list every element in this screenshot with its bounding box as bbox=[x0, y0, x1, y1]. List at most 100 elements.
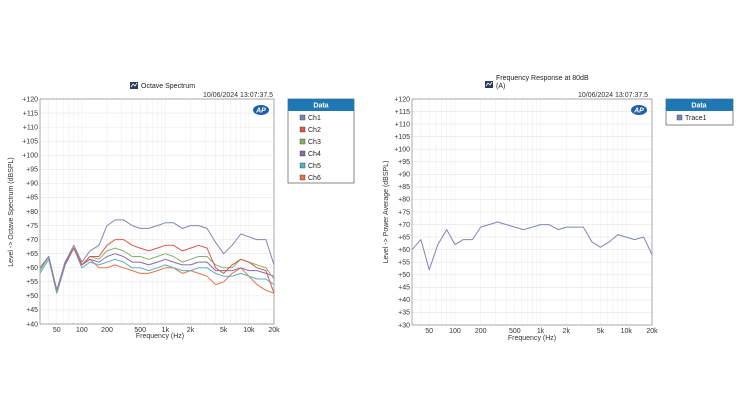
y-tick-label: +65 bbox=[26, 251, 38, 258]
legend-swatch bbox=[676, 114, 683, 121]
ap-logo-icon bbox=[253, 105, 269, 115]
right-plot-frame bbox=[411, 98, 653, 326]
left-y-axis-label: Level -> Octave Spectrum (dBSPL) bbox=[8, 157, 15, 267]
legend-item-ch3[interactable]: Ch3 bbox=[308, 139, 321, 146]
x-tick-label: 100 bbox=[449, 328, 461, 335]
x-tick-label: 50 bbox=[425, 328, 433, 335]
y-tick-label: +40 bbox=[398, 297, 410, 304]
ap-logo-text: AP bbox=[633, 108, 644, 115]
y-tick-label: +65 bbox=[398, 234, 410, 241]
legend-swatch bbox=[299, 126, 306, 133]
legend-item-ch5[interactable]: Ch5 bbox=[308, 163, 321, 170]
left-x-ticks: 50 100 200 500 1k 2k 5k 10k 20k bbox=[53, 327, 280, 334]
y-tick-label: +120 bbox=[394, 96, 410, 103]
legend-frame bbox=[287, 98, 355, 184]
legend-item-trace1[interactable]: Trace1 bbox=[685, 115, 707, 122]
left-grid bbox=[40, 98, 275, 325]
legend-header-bg bbox=[666, 99, 733, 111]
legend-item-ch1[interactable]: Ch1 bbox=[308, 115, 321, 122]
right-x-axis-label: Frequency (Hz) bbox=[508, 335, 556, 342]
left-panel: Octave Spectrum 10/06/2024 13:07:37.5 +1… bbox=[8, 82, 355, 340]
y-tick-label: +90 bbox=[398, 172, 410, 179]
y-tick-label: +115 bbox=[23, 110, 38, 117]
legend-swatch bbox=[299, 174, 306, 181]
y-tick-label: +55 bbox=[398, 260, 410, 267]
x-tick-label: 5k bbox=[220, 327, 228, 334]
right-series-lines bbox=[411, 221, 653, 271]
x-tick-label: 1k bbox=[162, 327, 170, 334]
legend-header: Data bbox=[313, 103, 328, 110]
y-tick-label: +115 bbox=[395, 109, 410, 116]
chart-icon-glyph bbox=[485, 81, 493, 87]
left-title-icon bbox=[130, 82, 138, 89]
y-tick-label: +35 bbox=[398, 310, 410, 317]
y-tick-label: +120 bbox=[22, 96, 38, 103]
legend-item-ch6[interactable]: Ch6 bbox=[308, 175, 321, 182]
left-series-lines bbox=[39, 219, 275, 294]
legend-swatch bbox=[299, 138, 306, 145]
left-x-axis-label: Frequency (Hz) bbox=[136, 333, 184, 340]
legend-items: Trace1 bbox=[676, 114, 707, 122]
y-tick-label: +105 bbox=[394, 134, 410, 141]
right-chart-title: Frequency Response at 80dB bbox=[496, 75, 589, 82]
left-y-ticks: +120 +115 +110 +105 +100 +95 +90 +85 +80 +75 +70 +6… bbox=[22, 96, 38, 328]
y-tick-label: +60 bbox=[398, 247, 410, 254]
left-plot-frame bbox=[39, 98, 275, 325]
x-tick-label: 200 bbox=[101, 327, 113, 334]
x-tick-label: 20k bbox=[268, 327, 280, 334]
ap-logo-text: AP bbox=[255, 108, 266, 115]
y-tick-label: +105 bbox=[22, 138, 38, 145]
left-ap-logo: AP bbox=[253, 105, 269, 115]
x-tick-label: 50 bbox=[53, 327, 61, 334]
series-line-trace1 bbox=[411, 221, 653, 271]
y-tick-label: +50 bbox=[398, 272, 410, 279]
y-tick-label: +100 bbox=[22, 153, 38, 160]
right-y-ticks: +120 +115 +110 +105 +100 +95 +90 +85 +80 +75 +70 +6… bbox=[394, 96, 410, 329]
x-tick-label: 10k bbox=[621, 328, 633, 335]
right-chart-title-suffix: (A) bbox=[496, 83, 505, 90]
y-tick-label: +50 bbox=[26, 293, 38, 300]
legend-header-bg bbox=[288, 99, 354, 111]
x-tick-label: 2k bbox=[187, 327, 195, 334]
right-timestamp: 10/06/2024 13:07:37.5 bbox=[578, 92, 648, 99]
right-title-icon bbox=[485, 81, 493, 88]
y-tick-label: +45 bbox=[26, 307, 38, 314]
x-tick-label: 10k bbox=[243, 327, 255, 334]
legend-item-ch4[interactable]: Ch4 bbox=[308, 151, 321, 158]
x-tick-label: 5k bbox=[597, 328, 605, 335]
y-tick-label: +60 bbox=[26, 265, 38, 272]
y-tick-label: +85 bbox=[26, 195, 38, 202]
y-tick-label: +110 bbox=[395, 121, 410, 128]
y-tick-label: +95 bbox=[398, 159, 410, 166]
y-tick-label: +110 bbox=[23, 124, 38, 131]
legend-swatch bbox=[299, 150, 306, 157]
y-tick-label: +70 bbox=[26, 237, 38, 244]
y-tick-label: +75 bbox=[398, 209, 410, 216]
legend-item-ch2[interactable]: Ch2 bbox=[308, 127, 321, 134]
left-legend[interactable]: Data Ch1 Ch2 Ch3 Ch4 Ch5 Ch6 bbox=[287, 98, 355, 184]
y-tick-label: +80 bbox=[398, 197, 410, 204]
x-tick-label: 500 bbox=[134, 327, 146, 334]
y-tick-label: +45 bbox=[398, 285, 410, 292]
y-tick-label: +40 bbox=[26, 321, 38, 328]
x-tick-label: 2k bbox=[563, 328, 571, 335]
right-x-ticks: 50 100 200 500 1k 2k 5k 10k 20k bbox=[425, 328, 658, 335]
right-legend[interactable]: Data Trace1 bbox=[665, 98, 734, 126]
x-tick-label: 500 bbox=[509, 328, 521, 335]
y-tick-label: +90 bbox=[26, 181, 38, 188]
y-tick-label: +100 bbox=[394, 147, 410, 154]
x-tick-label: 200 bbox=[475, 328, 487, 335]
series-line-ch1 bbox=[39, 219, 275, 291]
legend-swatch bbox=[299, 114, 306, 121]
right-ap-logo: AP bbox=[631, 105, 647, 115]
y-tick-label: +80 bbox=[26, 209, 38, 216]
x-tick-label: 20k bbox=[646, 328, 658, 335]
series-line-ch6 bbox=[39, 247, 275, 294]
right-grid bbox=[412, 98, 653, 326]
y-tick-label: +70 bbox=[398, 222, 410, 229]
ap-logo-icon bbox=[631, 105, 647, 115]
right-panel: Frequency Response at 80dB (A) 10/06/202… bbox=[383, 75, 734, 342]
right-y-axis-label: Level -> Power Average (dBSPL) bbox=[383, 161, 390, 264]
y-tick-label: +75 bbox=[26, 223, 38, 230]
